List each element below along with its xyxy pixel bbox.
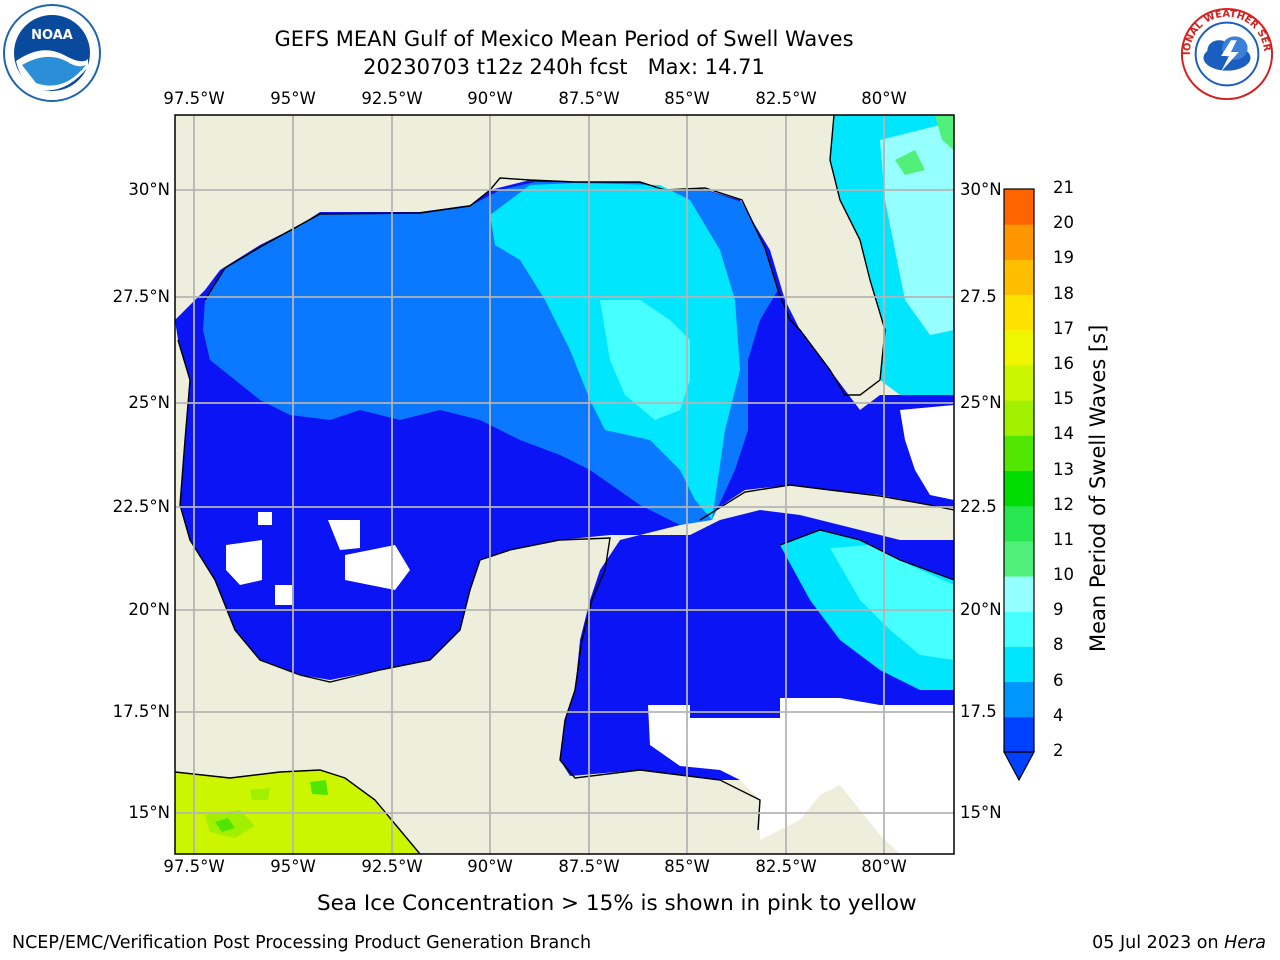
lon-tick-top: 80°W xyxy=(861,89,907,108)
colorbar-band xyxy=(1004,329,1034,366)
colorbar-tick: 11 xyxy=(1053,529,1074,549)
colorbar-tick: 20 xyxy=(1053,213,1074,233)
colorbar-band xyxy=(1004,400,1034,436)
colorbar-band xyxy=(1004,681,1034,718)
lat-tick-right: 27.5 xyxy=(960,287,997,306)
colorbar-tick: 8 xyxy=(1053,635,1064,655)
lon-tick-top: 90°W xyxy=(467,89,513,108)
lat-tick-right: 15°N xyxy=(960,803,1002,822)
colorbar-band xyxy=(1004,611,1034,647)
colorbar-tick: 4 xyxy=(1053,705,1064,725)
atlantic-swell-8-9 xyxy=(880,125,954,335)
colorbar-tick: 14 xyxy=(1053,424,1074,444)
lon-tick-top: 92.5°W xyxy=(361,89,423,108)
colorbar-band xyxy=(1004,470,1034,507)
lat-tick-right: 22.5 xyxy=(960,497,997,516)
coastlines xyxy=(175,115,954,854)
lon-tick-top: 97.5°W xyxy=(163,89,225,108)
colorbar-tick: 15 xyxy=(1053,389,1074,409)
colorbar-tick: 2 xyxy=(1053,741,1064,760)
colorbar-tick: 17 xyxy=(1053,318,1074,338)
colorbar-band xyxy=(1004,189,1034,225)
lon-tick-bottom: 90°W xyxy=(467,857,513,876)
map-title: GEFS MEAN Gulf of Mexico Mean Period of … xyxy=(274,27,854,51)
lon-tick-bottom: 97.5°W xyxy=(163,857,225,876)
lat-tick-left: 15°N xyxy=(128,803,170,822)
lat-tick-right: 17.5 xyxy=(960,702,997,721)
footer-branch: NCEP/EMC/Verification Post Processing Pr… xyxy=(12,933,592,953)
lat-tick-left: 22.5°N xyxy=(112,497,170,516)
lon-tick-bottom: 92.5°W xyxy=(361,857,423,876)
colorbar-band xyxy=(1004,646,1034,683)
footer-date: 05 Jul 2023 on Hera xyxy=(1092,933,1266,953)
colorbar-band xyxy=(1004,364,1034,401)
colorbar-tick: 12 xyxy=(1053,494,1074,514)
colorbar-band xyxy=(1004,435,1034,471)
lon-tick-bottom: 85°W xyxy=(664,857,710,876)
colorbar-tick: 6 xyxy=(1053,670,1064,690)
colorbar-band xyxy=(1004,540,1034,577)
svg-text:NOAA: NOAA xyxy=(31,28,73,43)
colorbar-tick: 13 xyxy=(1053,459,1074,479)
colorbar-tick: 18 xyxy=(1053,283,1074,303)
colorbar-band xyxy=(1004,716,1034,753)
caribbean-swell-6-8 xyxy=(830,545,954,660)
lat-tick-right: 20°N xyxy=(960,600,1002,619)
colorbar-band xyxy=(1004,294,1034,331)
colorbar-tick: 9 xyxy=(1053,600,1064,620)
colorbar-band xyxy=(1004,505,1034,542)
lat-tick-left: 17.5°N xyxy=(112,702,170,721)
nws-logo: NATIONAL WEATHER SERVICE xyxy=(1178,5,1274,101)
lon-tick-bottom: 80°W xyxy=(861,857,907,876)
colorbar-band xyxy=(1004,576,1034,612)
pacific-swell-10-11 xyxy=(215,780,328,832)
footer-host: Hera xyxy=(1224,933,1266,953)
colorbar-label: Mean Period of Swell Waves [s] xyxy=(1086,324,1110,652)
colorbar-tick: 16 xyxy=(1053,353,1074,373)
lon-tick-top: 82.5°W xyxy=(755,89,817,108)
lon-tick-top: 95°W xyxy=(270,89,316,108)
colorbar-tick: 21 xyxy=(1053,178,1074,197)
sea-ice-note: Sea Ice Concentration > 15% is shown in … xyxy=(317,891,917,916)
colorbar-band xyxy=(1004,224,1034,260)
colorbar-tick: 19 xyxy=(1053,248,1074,268)
colorbar-band xyxy=(1004,259,1034,296)
lat-tick-left: 25°N xyxy=(128,393,170,412)
footer-date-text: 05 Jul 2023 on xyxy=(1092,933,1225,953)
missing-data-patches xyxy=(226,405,954,854)
swell-band-6-8 xyxy=(600,300,690,420)
lon-tick-top: 85°W xyxy=(664,89,710,108)
lon-tick-bottom: 87.5°W xyxy=(558,857,620,876)
lon-tick-bottom: 95°W xyxy=(270,857,316,876)
noaa-logo: NOAA xyxy=(3,4,101,102)
colorbar-tick: 10 xyxy=(1053,565,1074,585)
lon-tick-bottom: 82.5°W xyxy=(755,857,817,876)
lon-tick-top: 87.5°W xyxy=(558,89,620,108)
atlantic-swell-9-10 xyxy=(895,115,954,175)
graticule xyxy=(175,115,954,854)
lat-tick-left: 27.5°N xyxy=(112,287,170,306)
colorbar xyxy=(1002,188,1036,782)
lat-tick-right: 25°N xyxy=(960,393,1002,412)
lat-tick-right: 30°N xyxy=(960,180,1002,199)
map-subtitle: 20230703 t12z 240h fcst Max: 14.71 xyxy=(363,55,765,79)
lat-tick-left: 30°N xyxy=(128,180,170,199)
lat-tick-left: 20°N xyxy=(128,600,170,619)
map-frame xyxy=(174,114,955,855)
